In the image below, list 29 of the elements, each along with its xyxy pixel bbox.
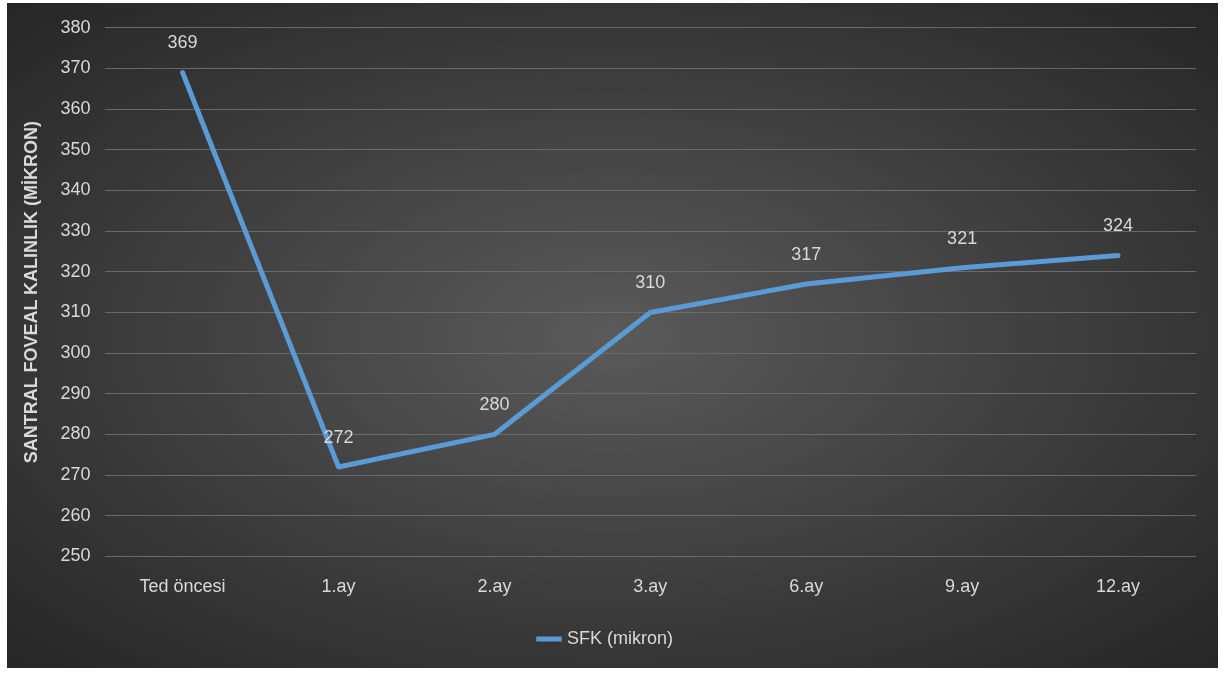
y-tick-label: 290 — [60, 382, 91, 403]
y-axis-title: SANTRAL FOVEAL KALINLIK (MİKRON) — [20, 120, 41, 464]
x-tick-label: 12.ay — [1096, 576, 1141, 597]
data-label: 369 — [167, 32, 198, 53]
x-tick-label: Ted öncesi — [139, 576, 226, 597]
y-tick-label: 330 — [60, 220, 91, 241]
y-tick-label: 380 — [60, 16, 91, 37]
data-label: 324 — [1103, 215, 1134, 236]
y-tick-label: 370 — [60, 57, 91, 78]
y-tick-label: 360 — [60, 98, 91, 119]
x-tick-label: 6.ay — [789, 576, 824, 597]
x-tick-label: 2.ay — [477, 576, 512, 597]
y-tick-label: 310 — [60, 301, 91, 322]
y-tick-label: 280 — [60, 423, 91, 444]
data-label: 321 — [947, 227, 978, 248]
data-label: 310 — [635, 272, 666, 293]
y-tick-label: 270 — [60, 464, 91, 485]
data-label: 317 — [791, 243, 822, 264]
y-tick-label: 340 — [60, 179, 91, 200]
y-tick-label: 300 — [60, 342, 91, 363]
y-tick-label: 260 — [60, 504, 91, 525]
x-tick-label: 3.ay — [633, 576, 668, 597]
data-label: 280 — [479, 394, 510, 415]
y-tick-label: 320 — [60, 260, 91, 281]
legend-label: SFK (mikron) — [567, 627, 674, 648]
y-tick-label: 350 — [60, 138, 91, 159]
y-tick-label: 250 — [60, 545, 91, 566]
x-tick-label: 1.ay — [321, 576, 356, 597]
x-tick-label: 9.ay — [945, 576, 980, 597]
